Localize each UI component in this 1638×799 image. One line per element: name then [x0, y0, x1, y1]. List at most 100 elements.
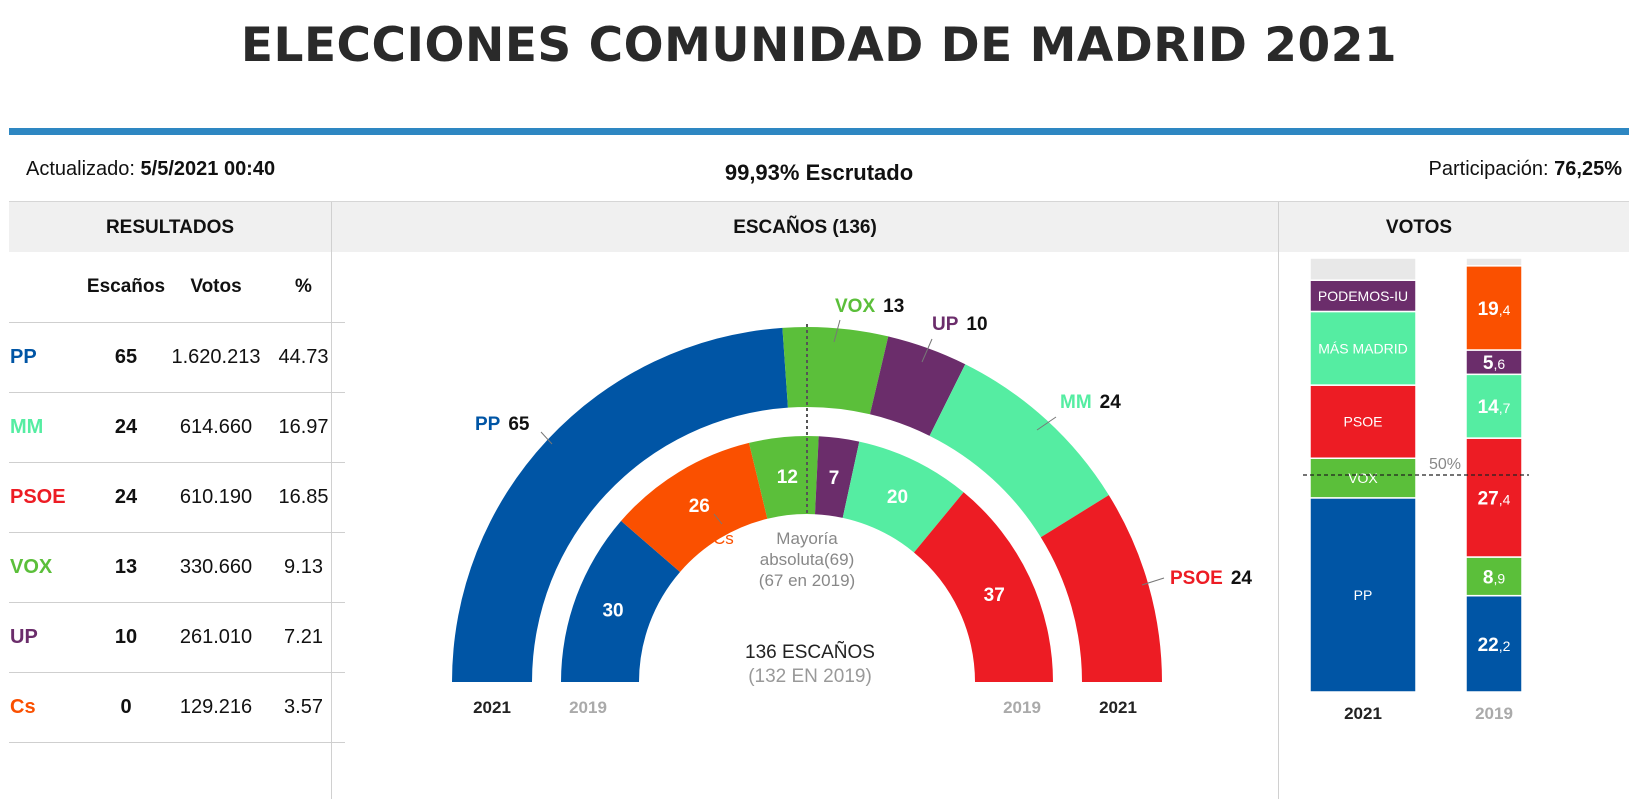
bar-label-2019-up: 5,6 — [1483, 353, 1505, 374]
seat-label-2021-vox: VOX 13 — [835, 296, 904, 317]
seat-arc-2019-psoe — [913, 492, 1053, 682]
col-votes-header: Votos — [170, 252, 262, 323]
party-name: PSOE — [1170, 568, 1223, 589]
bar-label-2019-pp: 22,2 — [1478, 635, 1511, 656]
bar-segment-2021-vox — [1309, 457, 1417, 499]
party-seats: 24 — [1100, 392, 1122, 413]
seat-arc-2019-pp — [561, 520, 681, 682]
seat-label-2019-vox: 12 — [777, 467, 798, 488]
bar-segment-2021-up — [1309, 279, 1417, 313]
cell-votes: 261.010 — [170, 602, 262, 673]
cell-party: MM — [9, 392, 82, 463]
votes-header-band — [1279, 202, 1629, 252]
seat-label-2019-psoe: 37 — [984, 585, 1005, 606]
seat-arc-2021-mm — [929, 364, 1109, 538]
table-row: PSOE 24 610.190 16.85 — [9, 462, 345, 533]
year-label-2021-left: 2021 — [473, 698, 511, 717]
cell-seats: 24 — [82, 392, 170, 463]
year-label-2021-right: 2021 — [1099, 698, 1137, 717]
cell-party: PP — [9, 322, 82, 393]
leader-line-pp — [540, 431, 553, 445]
year-label-2019-left: 2019 — [569, 698, 607, 717]
seat-label-2019-pp: 30 — [602, 601, 623, 622]
seat-arc-2021-psoe — [1040, 495, 1162, 682]
col-pct-header: % — [262, 252, 345, 323]
cs-label: Cs — [713, 529, 734, 548]
cell-seats: 24 — [82, 462, 170, 533]
cell-pct: 16.97 — [262, 392, 345, 463]
cell-pct: 3.57 — [262, 672, 345, 743]
cell-pct: 16.85 — [262, 462, 345, 533]
updated-value: 5/5/2021 00:40 — [140, 158, 276, 180]
bar-segment-2021-mm — [1309, 310, 1417, 386]
seat-label-2019-cs: 26 — [689, 496, 710, 517]
cell-seats: 10 — [82, 602, 170, 673]
cell-votes: 614.660 — [170, 392, 262, 463]
votes-stacked-bar-chart: PP VOX PSOE MÁS MADRID PODEMOS-IU 2021 22,2 8,9… — [1303, 257, 1529, 723]
bar-segment-2019-pp — [1465, 594, 1523, 693]
participation-info: Participación: 76,25% — [1429, 158, 1622, 181]
table-row: Cs 0 129.216 3.57 — [9, 672, 345, 743]
sections-top-rule — [9, 201, 1629, 202]
cell-votes: 330.660 — [170, 532, 262, 603]
cell-pct: 44.73 — [262, 322, 345, 393]
cell-party: Cs — [9, 672, 82, 743]
party-name: VOX — [835, 296, 875, 317]
center-label-0: 136 ESCAÑOS — [745, 641, 875, 663]
cell-votes: 129.216 — [170, 672, 262, 743]
bar-label-2021-mm: MÁS MADRID — [1318, 340, 1407, 356]
cell-party: PSOE — [9, 462, 82, 533]
party-name: MM — [1060, 392, 1092, 413]
seats-header-band — [332, 202, 1278, 252]
seat-arc-2021-pp — [452, 327, 788, 682]
table-row: UP 10 261.010 7.21 — [9, 602, 345, 673]
leader-line-up — [921, 338, 933, 363]
col-party-header — [9, 252, 82, 323]
leader-line-vox — [833, 319, 841, 343]
cell-pct: 9.13 — [262, 532, 345, 603]
cell-seats: 0 — [82, 672, 170, 743]
seat-label-2019-up: 7 — [829, 468, 840, 489]
updated-label: Actualizado: — [26, 158, 135, 180]
seat-label-2019-mm: 20 — [887, 487, 908, 508]
table-row: PP 65 1.620.213 44.73 — [9, 322, 345, 393]
results-section-title: RESULTADOS — [105, 217, 235, 238]
page-title: ELECCIONES COMUNIDAD DE MADRID 2021 — [240, 18, 1398, 73]
title-rule — [9, 128, 1629, 135]
year-label-2019-right: 2019 — [1003, 698, 1041, 717]
bar-segment-2019-mm — [1465, 373, 1523, 439]
seat-arc-2021-vox — [782, 327, 889, 415]
bar-segment-2019-otros — [1465, 257, 1523, 267]
bar-label-2019-mm: 14,7 — [1478, 397, 1511, 418]
results-header-row: Escaños Votos % — [9, 252, 345, 323]
results-header-band — [9, 202, 331, 252]
divider-right — [1278, 202, 1279, 799]
bar-label-2019-cs: 19,4 — [1478, 299, 1511, 320]
seat-label-2021-pp: PP 65 — [475, 414, 530, 435]
bar-label-2021-up: PODEMOS-IU — [1318, 288, 1408, 304]
seat-arc-2019-vox — [749, 436, 819, 519]
bar-segment-2019-up — [1465, 349, 1523, 376]
party-seats: 13 — [883, 296, 904, 317]
seat-label-2021-mm: MM 24 — [1060, 392, 1121, 413]
cell-seats: 65 — [82, 322, 170, 393]
seat-arc-2019-up — [814, 436, 860, 518]
table-row: MM 24 614.660 16.97 — [9, 392, 345, 463]
participation-value: 76,25% — [1554, 158, 1622, 180]
bar-label-2021-vox: VOX — [1348, 470, 1378, 486]
updated-info: Actualizado: 5/5/2021 00:40 — [26, 158, 275, 181]
bar-segment-2019-vox — [1465, 556, 1523, 597]
leader-line-psoe — [1141, 577, 1165, 586]
leader-line-mm — [1036, 416, 1057, 431]
seat-arc-2019-cs — [621, 442, 768, 572]
party-seats: 65 — [508, 414, 530, 435]
majority-label-0: Mayoría — [776, 529, 838, 548]
cell-votes: 1.620.213 — [170, 322, 262, 393]
center-label-1: (132 EN 2019) — [748, 666, 872, 687]
bar-segment-2021-psoe — [1309, 384, 1417, 459]
leader-line-cs — [713, 513, 723, 525]
seats-hemicycle-chart: 30 26 12 7 20 37 PP 65 VOX 13 UP 10 MM 24 PSOE 24 Cs Mayo… — [452, 296, 1252, 717]
cell-pct: 7.21 — [262, 602, 345, 673]
scrutiny-status: 99,93% Escrutado — [724, 160, 914, 185]
majority-label-1: absoluta(69) — [760, 550, 855, 569]
